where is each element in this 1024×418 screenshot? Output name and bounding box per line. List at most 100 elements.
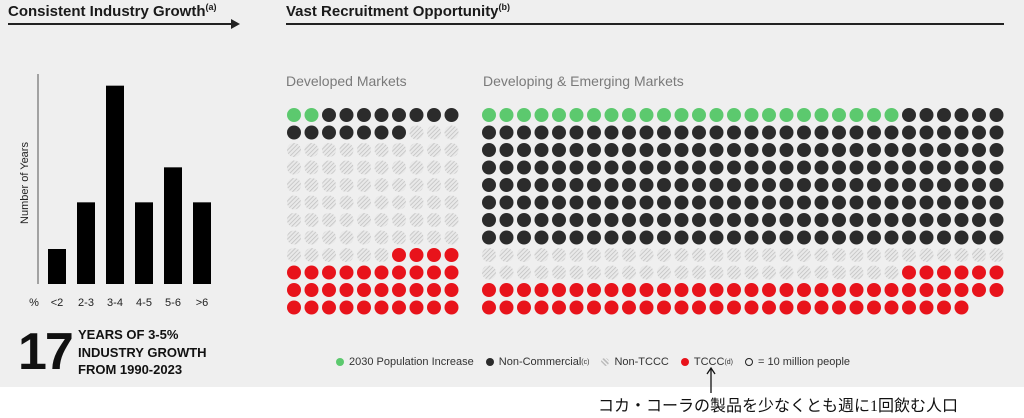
dot-non-commercial xyxy=(639,195,654,210)
dot-non-tccc xyxy=(604,248,619,262)
dot-non-tccc xyxy=(392,143,406,157)
dot-2030-population-increase xyxy=(744,108,759,122)
dot-non-tccc xyxy=(444,143,459,157)
dot-non-commercial xyxy=(587,178,601,192)
dot-tccc xyxy=(762,300,776,315)
dot-non-commercial xyxy=(849,230,864,245)
dot-non-tccc xyxy=(304,143,319,157)
dot-tccc xyxy=(517,300,531,315)
dot-non-commercial xyxy=(622,125,636,140)
dot-non-commercial xyxy=(587,143,601,157)
dot-non-tccc xyxy=(304,230,319,245)
dot-non-tccc xyxy=(517,265,531,280)
dot-non-commercial xyxy=(709,143,724,157)
dot-non-tccc xyxy=(322,195,336,210)
dot-2030-population-increase xyxy=(622,108,636,122)
dot-non-commercial xyxy=(517,213,531,227)
dot-non-tccc xyxy=(374,248,389,262)
dot-non-tccc xyxy=(427,160,441,175)
dot-non-commercial xyxy=(444,108,459,122)
dot-non-tccc xyxy=(304,195,319,210)
dot-tccc xyxy=(797,300,811,315)
bar-4-5 xyxy=(135,202,153,284)
dot-tccc xyxy=(482,283,496,297)
dot-tccc xyxy=(552,300,566,315)
dot-non-tccc xyxy=(639,248,654,262)
dot-non-commercial xyxy=(657,125,671,140)
dot-non-commercial xyxy=(902,143,916,157)
dot-non-commercial xyxy=(919,160,934,175)
dot-tccc xyxy=(849,283,864,297)
dot-non-commercial xyxy=(587,160,601,175)
dot-non-commercial xyxy=(937,178,951,192)
dot-non-commercial xyxy=(972,143,986,157)
dot-non-commercial xyxy=(972,230,986,245)
dot-non-tccc xyxy=(444,213,459,227)
dot-non-tccc xyxy=(409,178,424,192)
dot-non-commercial xyxy=(937,125,951,140)
dot-tccc xyxy=(392,283,406,297)
dot-non-commercial xyxy=(674,230,689,245)
dot-tccc xyxy=(322,265,336,280)
dot-non-tccc xyxy=(374,230,389,245)
dot-tccc xyxy=(322,300,336,315)
dot-non-commercial xyxy=(622,195,636,210)
dot-tccc xyxy=(444,283,459,297)
dot-tccc xyxy=(499,283,514,297)
stat-line-2: INDUSTRY GROWTH xyxy=(78,344,207,360)
dot-non-commercial xyxy=(937,143,951,157)
dot-non-tccc xyxy=(339,195,354,210)
dot-non-commercial xyxy=(902,178,916,192)
dot-tccc xyxy=(482,300,496,315)
dot-2030-population-increase xyxy=(832,108,846,122)
dot-non-commercial xyxy=(919,195,934,210)
dot-non-tccc xyxy=(972,248,986,262)
dot-non-commercial xyxy=(884,195,899,210)
dot-non-commercial xyxy=(709,195,724,210)
dot-non-commercial xyxy=(849,143,864,157)
dot-non-commercial xyxy=(569,195,584,210)
legend-item: 2030 Population Increase xyxy=(336,356,474,368)
dot-non-tccc xyxy=(779,248,794,262)
legend-footnote-mark: (c) xyxy=(581,358,590,366)
industry-growth-bar-chart: Number of Years% <2 2-3 3-4 4-5 5-6 >6 xyxy=(19,74,211,309)
dot-tccc xyxy=(569,300,584,315)
dot-non-tccc xyxy=(357,143,371,157)
dot-tccc xyxy=(954,283,969,297)
dot-tccc xyxy=(374,265,389,280)
dot-2030-population-increase xyxy=(692,108,706,122)
dot-2030-population-increase xyxy=(604,108,619,122)
dot-non-tccc xyxy=(569,248,584,262)
dot-non-commercial xyxy=(482,178,496,192)
dot-tccc xyxy=(517,283,531,297)
dot-non-commercial xyxy=(814,230,829,245)
dot-non-commercial xyxy=(657,230,671,245)
dot-non-commercial xyxy=(587,125,601,140)
stat-line-1: YEARS OF 3-5% xyxy=(78,327,179,342)
dot-non-tccc xyxy=(444,178,459,192)
dot-non-tccc xyxy=(744,265,759,280)
dot-non-commercial xyxy=(779,178,794,192)
dot-tccc xyxy=(727,283,741,297)
dot-non-commercial xyxy=(797,195,811,210)
dot-non-tccc xyxy=(444,195,459,210)
stat-line-3: FROM 1990-2023 xyxy=(78,362,183,377)
dot-tccc xyxy=(444,265,459,280)
dot-non-commercial xyxy=(604,213,619,227)
dot-non-commercial xyxy=(832,143,846,157)
dot-non-tccc xyxy=(569,265,584,280)
dot-tccc xyxy=(972,283,986,297)
dot-non-commercial xyxy=(709,178,724,192)
developing-markets-title: Developing & Emerging Markets xyxy=(483,73,684,89)
dot-non-tccc xyxy=(374,160,389,175)
dot-non-commercial xyxy=(674,178,689,192)
dot-non-commercial xyxy=(639,143,654,157)
dot-tccc xyxy=(937,300,951,315)
dot-non-commercial xyxy=(534,178,549,192)
dot-non-commercial xyxy=(797,125,811,140)
dot-non-commercial xyxy=(989,108,1004,122)
dot-non-commercial xyxy=(779,230,794,245)
dot-tccc xyxy=(374,300,389,315)
dot-non-commercial xyxy=(779,213,794,227)
dot-tccc xyxy=(392,248,406,262)
